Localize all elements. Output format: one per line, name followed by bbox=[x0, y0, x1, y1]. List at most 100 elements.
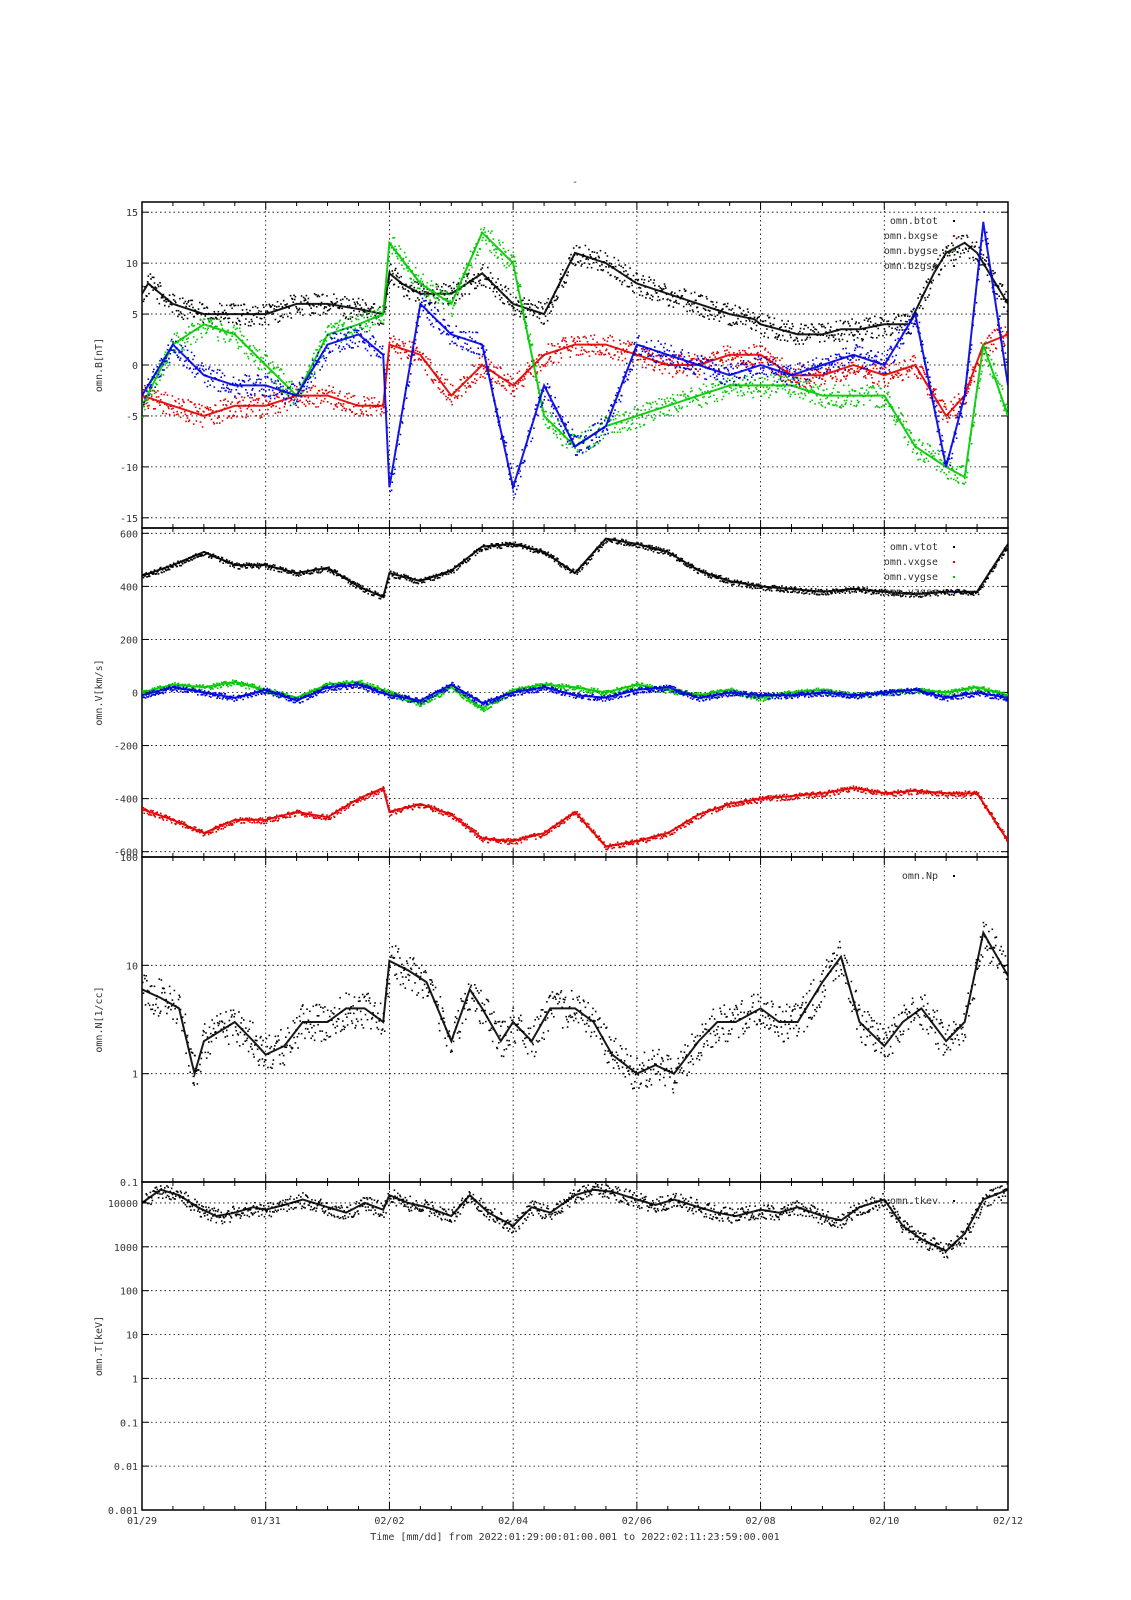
data-point bbox=[912, 360, 915, 363]
data-point bbox=[777, 336, 779, 338]
data-point bbox=[612, 412, 615, 415]
data-point bbox=[722, 395, 725, 398]
data-point bbox=[919, 366, 921, 368]
data-point bbox=[387, 259, 389, 261]
data-point bbox=[277, 380, 279, 382]
data-point bbox=[541, 306, 543, 308]
data-point bbox=[533, 365, 536, 367]
data-point bbox=[383, 353, 385, 355]
data-point bbox=[458, 336, 461, 339]
data-point bbox=[409, 277, 411, 280]
data-point bbox=[768, 359, 770, 361]
data-point bbox=[942, 418, 944, 421]
data-point bbox=[496, 257, 499, 259]
data-point bbox=[808, 392, 810, 394]
data-point bbox=[294, 295, 297, 298]
data-point bbox=[828, 334, 831, 337]
data-point bbox=[652, 368, 655, 371]
data-point bbox=[829, 329, 831, 331]
data-point bbox=[218, 318, 220, 321]
data-point bbox=[297, 406, 299, 409]
data-point bbox=[298, 400, 300, 403]
data-point bbox=[895, 316, 897, 319]
data-point bbox=[731, 359, 733, 361]
data-point bbox=[241, 339, 244, 342]
data-point bbox=[923, 458, 926, 461]
data-point bbox=[692, 372, 695, 375]
data-point bbox=[994, 329, 996, 332]
data-point bbox=[230, 389, 233, 391]
data-point bbox=[473, 247, 475, 249]
data-point bbox=[441, 390, 444, 393]
data-point bbox=[362, 310, 365, 313]
data-point bbox=[896, 345, 899, 348]
data-point bbox=[875, 359, 877, 362]
data-point bbox=[278, 369, 281, 371]
data-point bbox=[935, 266, 938, 268]
data-point bbox=[507, 464, 509, 467]
data-point bbox=[413, 286, 416, 289]
data-point bbox=[649, 402, 651, 404]
data-point bbox=[402, 342, 405, 345]
data-point bbox=[364, 325, 367, 328]
data-point bbox=[816, 369, 818, 372]
data-point bbox=[342, 325, 344, 328]
data-point bbox=[503, 264, 506, 267]
data-point bbox=[402, 288, 405, 290]
data-point bbox=[464, 293, 466, 295]
data-point bbox=[830, 399, 833, 402]
data-point bbox=[834, 353, 837, 356]
data-point bbox=[961, 398, 963, 400]
data-point bbox=[884, 371, 886, 373]
data-point bbox=[229, 410, 231, 412]
data-point bbox=[789, 334, 791, 336]
data-point bbox=[567, 349, 569, 352]
data-point bbox=[165, 301, 167, 303]
data-point bbox=[414, 358, 416, 361]
data-point bbox=[188, 420, 190, 423]
data-point bbox=[902, 420, 905, 423]
data-point bbox=[349, 339, 352, 342]
data-point bbox=[225, 304, 228, 307]
data-point bbox=[293, 298, 296, 301]
data-point bbox=[588, 426, 591, 428]
data-point bbox=[704, 356, 706, 359]
data-point bbox=[529, 372, 532, 374]
data-point bbox=[566, 429, 568, 432]
data-point bbox=[979, 378, 982, 380]
data-point bbox=[460, 288, 462, 290]
data-point bbox=[814, 403, 816, 405]
data-point bbox=[173, 294, 176, 297]
data-point bbox=[363, 316, 365, 319]
data-point bbox=[557, 343, 559, 345]
data-point bbox=[698, 373, 701, 376]
data-point bbox=[154, 408, 156, 410]
data-point bbox=[210, 418, 213, 421]
data-point bbox=[922, 367, 924, 370]
data-point bbox=[381, 305, 384, 307]
data-point bbox=[437, 302, 440, 304]
data-point bbox=[727, 323, 730, 326]
panels-group: 151050-5-10-15omn.B[nT]omn.btotomn.bxgse… bbox=[94, 201, 1023, 1527]
data-point bbox=[768, 387, 771, 389]
data-point bbox=[285, 388, 287, 390]
data-point bbox=[821, 405, 824, 407]
data-point bbox=[504, 251, 507, 253]
data-point bbox=[487, 230, 490, 233]
data-point bbox=[464, 271, 466, 273]
data-point bbox=[876, 355, 878, 358]
data-point bbox=[304, 299, 307, 301]
data-point bbox=[253, 384, 255, 387]
data-point bbox=[832, 334, 834, 337]
data-point bbox=[953, 254, 956, 256]
data-point bbox=[259, 417, 262, 419]
data-point bbox=[880, 366, 883, 368]
data-point bbox=[400, 414, 402, 417]
data-point bbox=[990, 365, 992, 368]
data-point bbox=[551, 425, 554, 427]
data-point bbox=[436, 288, 438, 290]
data-point bbox=[764, 347, 767, 350]
data-point bbox=[366, 325, 369, 327]
data-point bbox=[490, 378, 493, 381]
data-point bbox=[359, 409, 362, 411]
